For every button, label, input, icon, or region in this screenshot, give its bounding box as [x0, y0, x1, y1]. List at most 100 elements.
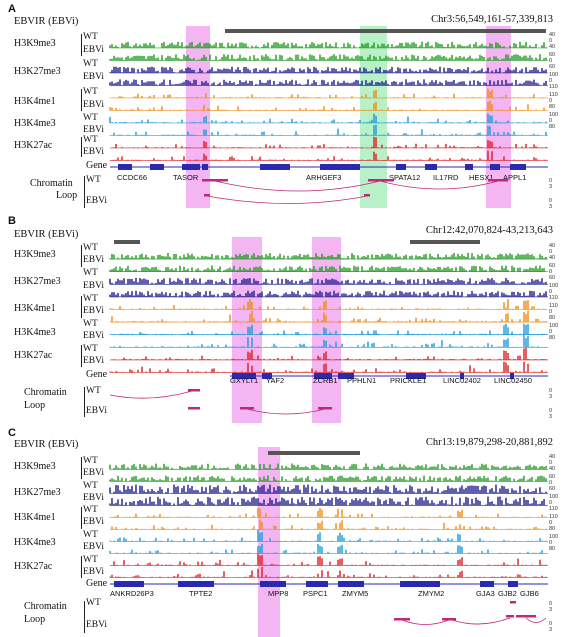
panel-b: B EBVIR (EBVi) Chr12:42,070,824-43,213,6… [0, 213, 581, 423]
ebvi-label: EBVi [83, 517, 105, 527]
wt-label: WT [83, 530, 98, 540]
gene-name: TPTE2 [189, 589, 213, 598]
track-bracket [77, 245, 82, 267]
scale-tick: 110 [549, 506, 558, 512]
wt-label: WT [83, 113, 98, 123]
scale-tick: 60 [549, 275, 556, 281]
highlight-pink [232, 237, 262, 423]
track-bracket [77, 34, 82, 56]
gene-name: ZCRB1 [313, 376, 338, 385]
signal-track-h3k27ac [109, 553, 547, 566]
track-bracket [77, 89, 82, 111]
mark-label-h3k4me3: H3K4me3 [14, 118, 56, 129]
mark-label-h3k9me3: H3K9me3 [14, 461, 56, 472]
wt-label: WT [83, 243, 98, 253]
genomic-coordinate: Chr13:19,879,298-20,881,892 [425, 437, 553, 448]
gene-name: CCDC66 [117, 173, 148, 182]
ebvi-label: EBVi [83, 255, 105, 265]
signal-track-h3k27me3 [109, 496, 547, 506]
scale-tick: 80 [549, 546, 556, 552]
scale-tick: 110 [549, 295, 558, 301]
scale-tick: 110 [549, 92, 558, 98]
signal-track-h3k4me3 [109, 543, 547, 554]
scale-tick: 80 [549, 315, 556, 321]
chromatin-loops [202, 179, 508, 204]
ebvi-label: EBVi [83, 100, 105, 110]
panel-label: C [8, 427, 16, 439]
scale-tick: 60 [549, 486, 556, 492]
ebvi-label: EBVi [83, 493, 105, 503]
wt-label: WT [83, 135, 98, 145]
track-bracket [80, 601, 85, 633]
mark-label-h3k9me3: H3K9me3 [14, 38, 56, 49]
wt-label: WT [83, 319, 98, 329]
mark-label-h3k4me1: H3K4me1 [14, 96, 56, 107]
signal-track-h3k9me3 [109, 41, 547, 48]
gene-label: Gene [86, 369, 108, 380]
signal-track-h3k9me3 [109, 463, 547, 470]
chromatin-label: Chromatin [30, 178, 73, 189]
mark-label-h3k27ac: H3K27ac [14, 561, 53, 572]
ebvi-label: EBVi [83, 281, 105, 291]
scale-tick: 0 [549, 540, 553, 546]
ebvi-label: EBVi [83, 125, 105, 135]
signal-track-h3k4me1 [109, 519, 547, 530]
scale-tick: 0 [549, 480, 553, 486]
signal-track-h3k9me3 [109, 54, 547, 61]
signal-track-h3k27me3 [109, 278, 547, 285]
mark-label-h3k4me1: H3K4me1 [14, 303, 56, 314]
scale-tick: 40 [549, 454, 556, 460]
track-bracket [80, 387, 85, 417]
gene-name: ZMYM2 [418, 589, 445, 598]
wt-label: WT [83, 87, 98, 97]
ebvi-label: EBVi [83, 147, 105, 157]
genomic-coordinate: Chr3:56,549,161-57,339,813 [431, 14, 553, 25]
wt-label: WT [86, 175, 101, 185]
mark-label-h3k27ac: H3K27ac [14, 350, 53, 361]
scale-tick: 0 [549, 460, 553, 466]
scale-tick: 110 [549, 303, 558, 309]
scale-tick: 0 [549, 98, 553, 104]
signal-track-h3k27ac [109, 567, 547, 578]
ebvi-label: EBVi [83, 306, 105, 316]
signal-track-h3k27me3 [109, 290, 547, 297]
signal-track-h3k27ac [109, 150, 547, 161]
signal-track-h3k9me3 [109, 252, 547, 260]
scale-tick: 100 [549, 72, 559, 78]
scale-tick: 40 [549, 243, 556, 249]
ebvi-label: EBVi [83, 331, 105, 341]
scale-tick: 0 [549, 249, 553, 255]
scale-tick: 80 [549, 104, 556, 110]
mark-label-h3k27me3: H3K27me3 [14, 487, 61, 498]
genomic-coordinate: Chr12:42,070,824-43,213,643 [425, 225, 553, 236]
gene-name: HESX1 [469, 173, 494, 182]
scale-tick: 0 [549, 329, 553, 335]
wt-label: WT [83, 555, 98, 565]
mark-label-h3k27ac: H3K27ac [14, 140, 53, 151]
wt-label: WT [86, 598, 101, 608]
signal-track-h3k4me3 [109, 529, 547, 542]
scale-tick: 0 [549, 269, 553, 275]
scale-tick: 40 [549, 255, 556, 261]
ebvi-label: EBVi [83, 356, 105, 366]
mark-label-h3k9me3: H3K9me3 [14, 249, 56, 260]
panel-a: A EBVIR (EBVi) Chr3:56,549,161-57,339,81… [0, 0, 581, 213]
scale-tick: 0 [549, 289, 553, 295]
gene-name: GJB2 [498, 589, 517, 598]
scale-tick: 110 [549, 514, 558, 520]
scale-tick: 0 [549, 78, 553, 84]
gene-name: ARHGEF3 [306, 173, 342, 182]
ebvir-bars [268, 451, 360, 455]
gene-name: GJB6 [520, 589, 539, 598]
ebvir-label: EBVIR (EBVi) [14, 16, 79, 27]
ebvi-label: EBVi [83, 72, 105, 82]
signal-track-h3k4me1 [109, 88, 547, 98]
ebvi-label: EBVi [83, 567, 105, 577]
mark-label-h3k4me3: H3K4me3 [14, 327, 56, 338]
wt-label: WT [83, 32, 98, 42]
scale-tick: 0 [549, 500, 553, 506]
scale-tick: 100 [549, 323, 559, 329]
